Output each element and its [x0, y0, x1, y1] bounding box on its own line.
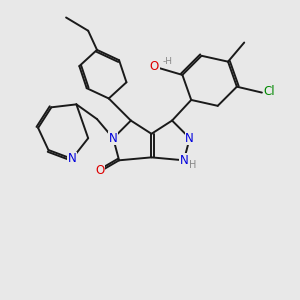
Text: N: N [109, 132, 118, 145]
Text: H: H [189, 160, 196, 170]
Text: O: O [150, 60, 159, 73]
Text: N: N [68, 152, 76, 165]
Text: Cl: Cl [263, 85, 275, 98]
Text: N: N [185, 132, 194, 145]
Text: -H: -H [163, 57, 173, 66]
Text: O: O [95, 164, 105, 177]
Text: N: N [179, 154, 188, 167]
